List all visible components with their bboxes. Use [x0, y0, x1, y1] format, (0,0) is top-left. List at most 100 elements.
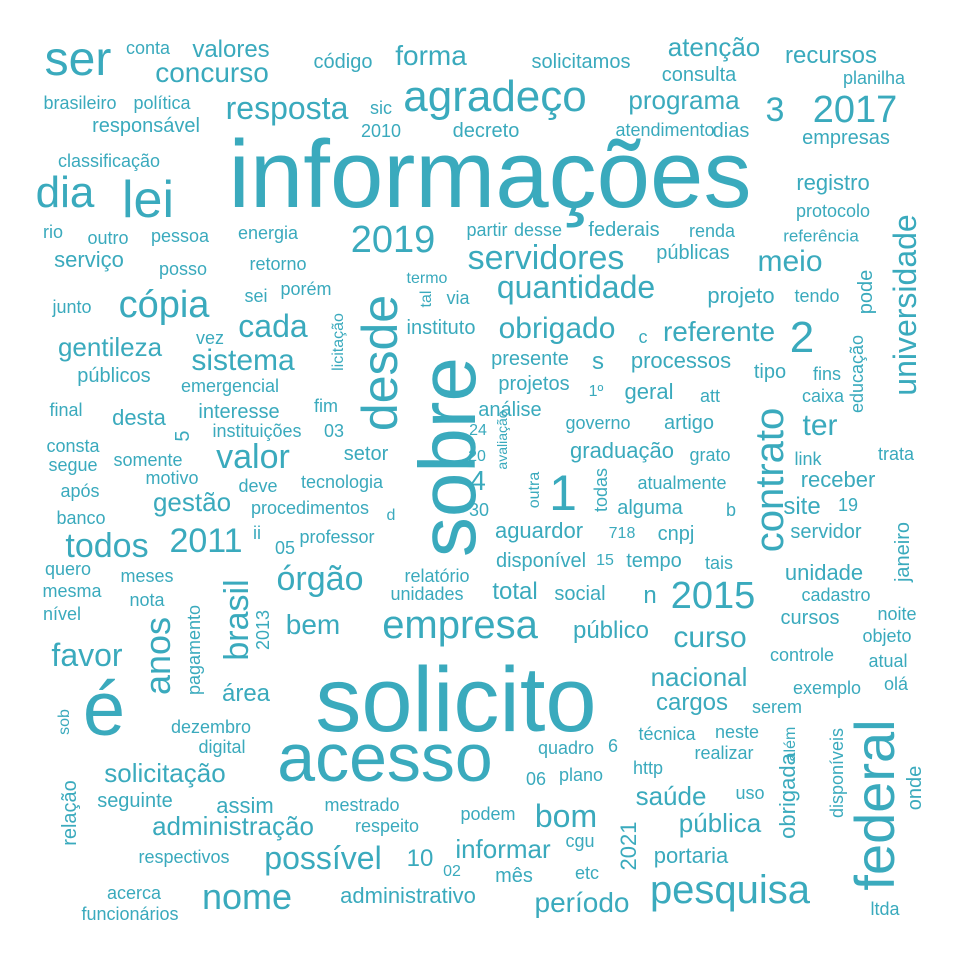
cloud-word: educação [847, 334, 867, 414]
cloud-word: ltda [870, 899, 900, 919]
cloud-word: meio [757, 245, 823, 278]
cloud-word: disponível [495, 550, 587, 572]
cloud-word: relatório [404, 566, 470, 586]
cloud-word: acerca [106, 883, 162, 903]
cloud-word: empresas [802, 127, 890, 149]
cloud-word: obrigado [498, 312, 616, 345]
cloud-word: análise [478, 399, 542, 421]
cloud-word: setor [343, 443, 389, 465]
cloud-word: informações [228, 121, 752, 228]
cloud-word: site [783, 493, 821, 520]
cloud-word: sei [244, 286, 268, 306]
cloud-word: 2 [789, 313, 815, 362]
cloud-word: c [638, 327, 648, 347]
cloud-word: outro [87, 228, 129, 248]
cloud-word: cada [238, 308, 308, 344]
cloud-word: neste [714, 722, 760, 742]
cloud-word: curso [673, 621, 747, 654]
cloud-word: cópia [118, 284, 210, 326]
cloud-word: lei [121, 171, 175, 229]
cloud-word: projetos [498, 373, 570, 395]
cloud-word: desta [112, 405, 166, 430]
cloud-word: administração [152, 811, 314, 841]
cloud-word: conta [125, 38, 171, 58]
cloud-word: geral [624, 379, 674, 404]
cloud-word: 3 [765, 91, 785, 129]
cloud-word: 718 [608, 525, 636, 542]
cloud-word: disponíveis [827, 727, 847, 819]
cloud-word: deve [238, 476, 278, 496]
cloud-word: social [554, 583, 606, 605]
cloud-word: receber [800, 467, 876, 492]
cloud-word: respeito [354, 816, 420, 836]
cloud-word: 30 [468, 500, 490, 520]
cloud-word: processos [630, 348, 732, 373]
cloud-word: procedimentos [250, 498, 370, 518]
cloud-word: universidade [887, 214, 923, 396]
cloud-word: rio [42, 222, 64, 242]
cloud-word: 4 [470, 465, 486, 496]
cloud-word: período [534, 887, 630, 918]
cloud-word: termo [406, 270, 448, 287]
cloud-word: s [592, 348, 604, 375]
cloud-word: porém [280, 279, 332, 299]
cloud-word: link [794, 449, 822, 469]
cloud-word: dezembro [170, 717, 252, 737]
cloud-word: noite [877, 604, 917, 624]
cloud-word: solicitamos [531, 51, 631, 73]
cloud-word: vez [195, 328, 225, 348]
cloud-word: público [572, 617, 650, 644]
cloud-word: relação [59, 780, 81, 846]
cloud-word: objeto [862, 626, 912, 646]
cloud-word: acesso [277, 720, 493, 796]
cloud-word: responsável [92, 115, 200, 137]
cloud-word: política [133, 93, 191, 113]
cloud-word: serem [751, 697, 803, 717]
cloud-word: tendo [794, 286, 840, 306]
cloud-word: realizar [694, 743, 754, 763]
cloud-word: solicitação [104, 758, 226, 788]
cloud-word: saúde [635, 781, 707, 811]
cloud-word: referência [783, 226, 859, 246]
cloud-word: 05 [274, 538, 296, 558]
cloud-word: consta [46, 436, 100, 456]
cloud-word: administrativo [340, 883, 476, 908]
cloud-word: motivo [145, 468, 199, 488]
cloud-word: 24 [469, 422, 487, 439]
cloud-word: mês [495, 865, 533, 887]
cloud-word: presente [491, 348, 569, 370]
cloud-word: anos [137, 616, 178, 696]
cloud-word: técnica [638, 724, 696, 744]
cloud-word: via [446, 288, 470, 308]
cloud-word: dia [35, 168, 95, 217]
cloud-word: servidores [467, 239, 625, 277]
cloud-word: professor [299, 527, 375, 547]
cloud-word: tipo [753, 361, 787, 383]
cloud-word: tecnologia [300, 472, 384, 492]
cloud-word: portaria [653, 843, 729, 868]
cloud-word: controle [769, 645, 835, 665]
cloud-word: referente [662, 316, 776, 347]
cloud-word: mesma [42, 581, 102, 601]
cloud-word: mestrado [324, 795, 400, 815]
cloud-word: att [699, 386, 721, 406]
cloud-word: atualmente [637, 473, 727, 493]
cloud-word: 20 [468, 448, 486, 465]
cloud-word: nacional [650, 662, 748, 692]
cloud-word: órgão [276, 560, 364, 598]
cloud-word: dias [712, 120, 750, 142]
cloud-word: banco [56, 508, 106, 528]
cloud-word: desde [352, 294, 408, 432]
cloud-word: avaliação [494, 410, 510, 470]
cloud-word: final [49, 400, 83, 420]
cloud-word: ser [44, 33, 112, 86]
cloud-word: digital [198, 737, 246, 757]
cloud-word: bom [534, 798, 598, 834]
cloud-word: classificação [57, 151, 161, 171]
cloud-word: licitação [330, 313, 347, 371]
cloud-word: pública [678, 808, 762, 838]
cloud-word: ii [253, 523, 261, 543]
cloud-word: olá [883, 674, 909, 694]
cloud-word: uso [735, 783, 765, 803]
